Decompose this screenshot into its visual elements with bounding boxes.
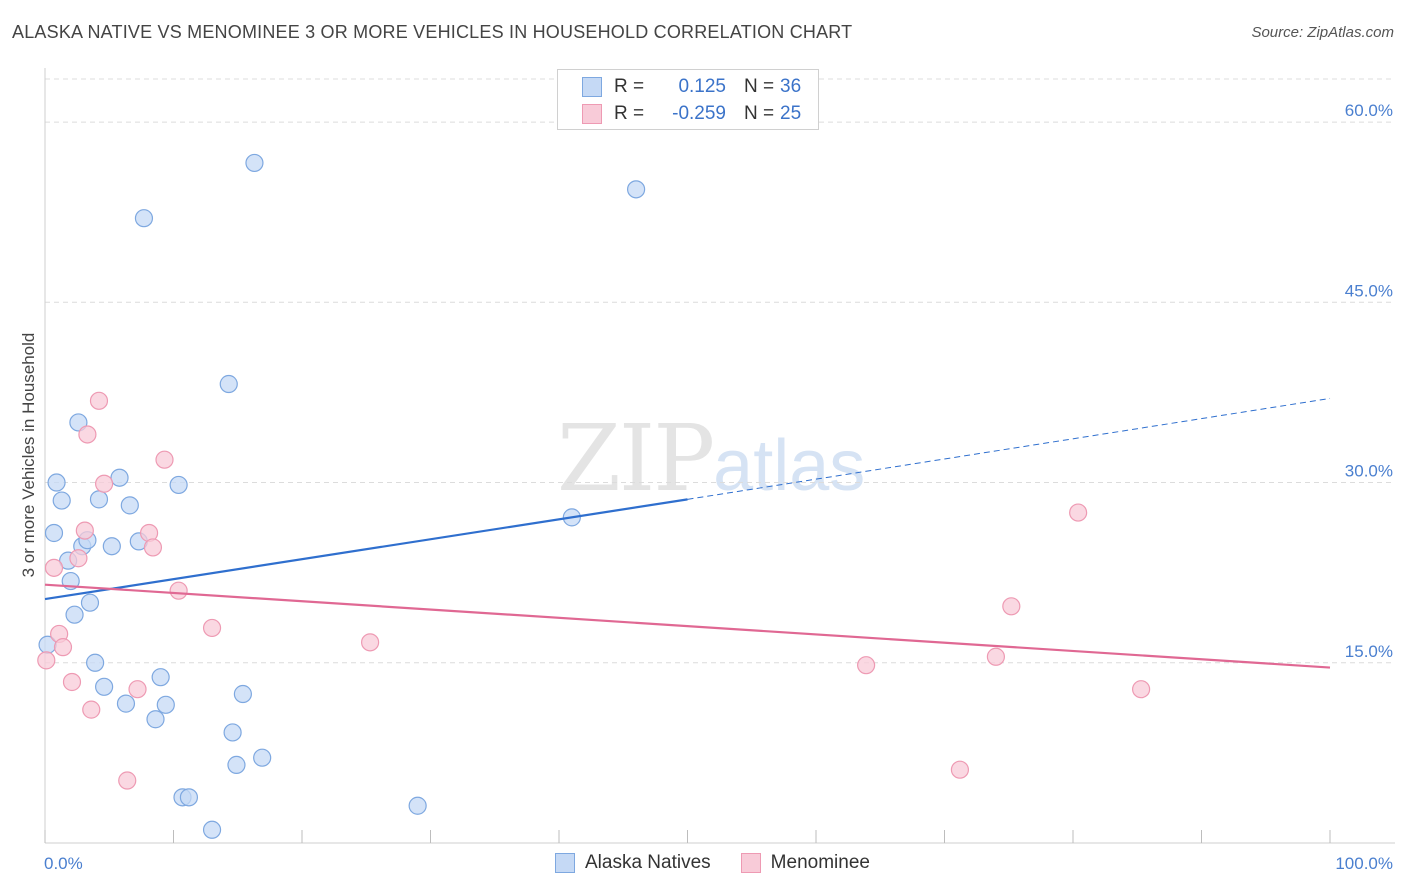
alaska-natives-point — [233, 684, 252, 704]
menominee-point — [1002, 597, 1021, 616]
stats-legend: R = 0.125 N = 36 R = -0.259 N = 25 — [557, 69, 819, 130]
alaska-natives-point — [65, 605, 84, 624]
legend-n-value: 25 — [780, 103, 802, 124]
legend-swatch-pink — [740, 853, 761, 873]
menominee-point — [986, 647, 1006, 666]
menominee-point — [128, 680, 147, 699]
legend-series-name: Menominee — [770, 852, 870, 873]
menominee-point — [143, 538, 163, 557]
menominee-point — [169, 581, 188, 600]
y-tick-label: 15.0% — [1345, 642, 1393, 661]
watermark-atlas: atlas — [713, 426, 866, 506]
menominee-point — [69, 549, 88, 568]
legend-row-alaska-natives: R = 0.125 N = 36 — [582, 76, 801, 98]
menominee-point — [95, 474, 114, 493]
alaska-natives-point — [227, 755, 246, 774]
y-tick-label: 30.0% — [1345, 462, 1393, 481]
data-points — [37, 153, 1151, 839]
alaska-natives-point — [253, 748, 272, 767]
alaska-natives-point — [626, 180, 646, 199]
axes — [44, 68, 1395, 844]
alaska-natives-point — [146, 710, 165, 729]
legend-swatch-blue — [555, 853, 575, 873]
legend-r-label: R = — [614, 76, 645, 97]
menominee-point — [78, 425, 97, 444]
alaska-natives-point — [120, 496, 139, 515]
alaska-natives-point — [95, 677, 114, 696]
legend-item-alaska-natives: Alaska Natives — [555, 852, 711, 874]
y-tick-label: 60.0% — [1345, 101, 1393, 120]
menominee-point — [118, 771, 137, 790]
chart-source: Source: ZipAtlas.com — [1251, 24, 1394, 41]
alaska-natives-point — [80, 593, 100, 612]
menominee-trend-line — [44, 583, 1331, 669]
x-tick-label: 0.0% — [44, 854, 83, 873]
alaska-natives-point — [219, 374, 238, 394]
legend-swatch-pink — [582, 104, 602, 124]
menominee-point — [857, 656, 876, 675]
y-tick-label: 45.0% — [1345, 281, 1393, 300]
menominee-point — [202, 618, 222, 638]
alaska-natives-point — [408, 796, 427, 815]
legend-swatch-blue — [582, 77, 602, 97]
alaska-natives-point — [151, 668, 170, 687]
alaska-natives-point — [102, 537, 121, 556]
alaska-natives-point — [52, 491, 71, 510]
menominee-point — [62, 672, 82, 692]
chart-title: ALASKA NATIVE VS MENOMINEE 3 OR MORE VEH… — [12, 22, 853, 42]
legend-n-label: N = — [744, 103, 775, 124]
alaska-natives-point — [134, 209, 154, 228]
alaska-natives-trend-extension — [687, 397, 1331, 500]
menominee-point — [37, 651, 56, 670]
legend-n-label: N = — [744, 76, 775, 97]
alaska-natives-point — [169, 475, 188, 495]
alaska-natives-point — [110, 468, 129, 487]
legend-item-menominee: Menominee — [740, 852, 870, 874]
alaska-natives-point — [202, 820, 222, 839]
alaska-natives-point — [47, 473, 66, 492]
alaska-natives-point — [223, 723, 242, 742]
alaska-natives-point — [116, 694, 136, 713]
legend-n-value: 36 — [780, 76, 802, 97]
x-tick-label: 100.0% — [1335, 854, 1393, 873]
legend-r-label: R = — [614, 103, 645, 124]
alaska-natives-point — [89, 490, 109, 509]
alaska-natives-point — [245, 153, 264, 173]
alaska-natives-point — [44, 523, 64, 543]
menominee-point — [155, 450, 174, 469]
watermark: ZIPatlas — [557, 405, 865, 512]
series-legend: Alaska Natives Menominee — [555, 852, 900, 874]
legend-series-name: Alaska Natives — [585, 852, 711, 873]
menominee-point — [1132, 680, 1151, 699]
trend-lines — [44, 397, 1331, 669]
menominee-point — [361, 633, 380, 652]
menominee-point — [44, 558, 64, 577]
menominee-point — [75, 521, 94, 540]
alaska-natives-point — [179, 788, 199, 807]
alaska-natives-point — [86, 653, 105, 672]
menominee-point — [1069, 503, 1088, 522]
tick-labels: 15.0% 30.0% 45.0% 60.0% 0.0% 100.0% — [44, 101, 1393, 873]
menominee-point — [89, 391, 109, 410]
watermark-zip: ZIP — [557, 405, 715, 512]
alaska-natives-trend-line — [44, 498, 688, 601]
legend-row-menominee: R = -0.259 N = 25 — [582, 103, 801, 125]
legend-r-value: -0.259 — [672, 103, 726, 124]
menominee-point — [53, 638, 73, 657]
alaska-natives-point — [69, 413, 88, 432]
legend-r-value: 0.125 — [678, 76, 726, 97]
alaska-natives-point — [156, 695, 175, 714]
menominee-point — [950, 760, 970, 779]
menominee-point — [82, 700, 101, 719]
